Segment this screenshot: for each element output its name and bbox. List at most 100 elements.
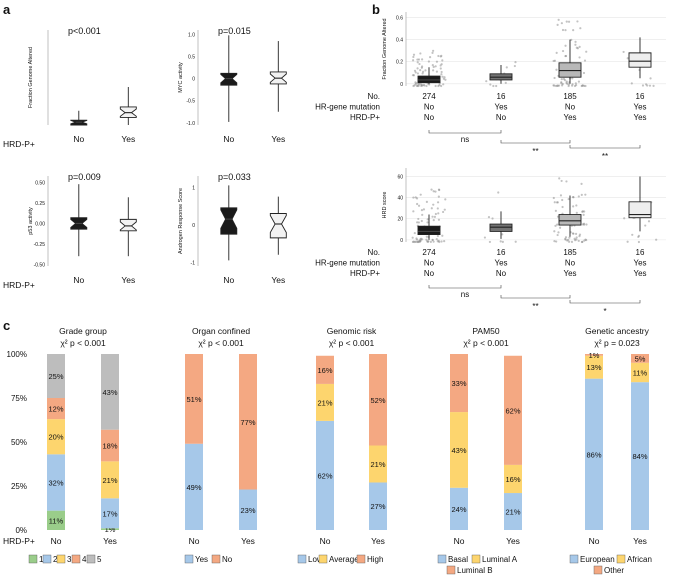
significance-label: ns	[461, 135, 469, 144]
legend-swatch	[569, 554, 579, 564]
hr-gene-value: Yes	[633, 103, 646, 112]
jitter-point	[578, 45, 581, 48]
jitter-point	[564, 29, 567, 32]
jitter-point	[411, 59, 415, 62]
y-tick-label: 0.5	[188, 55, 195, 61]
segment-value-label: 62%	[505, 406, 520, 415]
jitter-point	[583, 210, 586, 213]
hrd-value: No	[424, 113, 435, 122]
jitter-point	[499, 240, 502, 243]
jitter-point	[412, 196, 415, 199]
jitter-point	[552, 84, 555, 87]
jitter-point	[581, 210, 584, 213]
jitter-point	[438, 188, 441, 192]
jitter-point	[417, 221, 420, 224]
jitter-point	[417, 217, 420, 221]
jitter-point	[570, 240, 574, 243]
jitter-point	[554, 224, 557, 227]
segment-value-label: 77%	[240, 418, 255, 427]
segment-value-label: 16%	[317, 366, 332, 375]
jitter-point	[419, 52, 422, 55]
bar-segment-5	[101, 354, 119, 430]
panel-label-c: c	[3, 318, 10, 333]
jitter-point	[560, 22, 563, 25]
jitter-point	[577, 239, 580, 242]
bar-segment-1	[47, 510, 65, 530]
jitter-point	[415, 238, 419, 241]
jitter-point	[646, 84, 649, 87]
bar-segment-european	[585, 378, 603, 530]
jitter-point	[649, 77, 652, 80]
bar-segment-4	[47, 398, 65, 420]
legend-swatch	[471, 554, 481, 564]
sample-count: 16	[636, 92, 645, 101]
jitter-point	[552, 196, 555, 200]
row-label-hrd: HRD-P+	[3, 280, 35, 290]
jitter-point	[444, 198, 447, 201]
jitter-point	[414, 81, 417, 84]
jitter-point	[585, 223, 588, 226]
x-category-label: Yes	[103, 536, 117, 546]
jitter-point	[572, 196, 575, 199]
bar-segment-4	[101, 429, 119, 462]
jitter-point	[584, 193, 587, 196]
y-axis-label: Androgen Response Score	[178, 188, 184, 254]
bar-segment-basal	[504, 493, 522, 530]
jitter-point	[567, 197, 570, 201]
jitter-point	[556, 233, 559, 237]
jitter-point	[417, 58, 421, 61]
jitter-point	[420, 83, 424, 87]
x-category-label: Yes	[271, 134, 285, 144]
legend-swatch	[42, 554, 52, 564]
group-title: Genomic risk	[327, 326, 377, 336]
segment-value-label: 25%	[48, 372, 63, 381]
jitter-point	[430, 188, 433, 191]
jitter-point	[433, 215, 437, 218]
hrd-value: No	[424, 269, 435, 278]
significance-label: ns	[461, 290, 469, 299]
x-category-label: No	[189, 536, 200, 546]
jitter-point	[556, 84, 559, 87]
jitter-point	[426, 218, 429, 221]
hr-gene-value: No	[424, 103, 435, 112]
jitter-point	[443, 208, 446, 211]
legend-swatch	[211, 554, 221, 564]
jitter-point	[553, 230, 556, 233]
p-value: p=0.015	[218, 26, 251, 36]
bar-segment-yes	[239, 489, 257, 530]
jitter-point	[556, 23, 559, 26]
hr-gene-value: Yes	[494, 259, 507, 268]
comparison-bracket	[569, 145, 641, 149]
jitter-point	[412, 240, 415, 243]
hr-gene-value: No	[424, 259, 435, 268]
jitter-point	[431, 215, 434, 218]
x-category-label: No	[589, 536, 600, 546]
group-title: Genetic ancestry	[585, 326, 650, 336]
jitter-point	[626, 57, 629, 60]
row-label-hrd: HRD-P+	[3, 139, 35, 149]
jitter-point	[435, 60, 439, 63]
jitter-point	[567, 240, 571, 243]
jitter-point	[578, 235, 581, 238]
jitter-point	[432, 203, 435, 206]
segment-value-label: 13%	[586, 363, 601, 372]
hrd-value: Yes	[633, 269, 646, 278]
row-label: HR-gene mutation	[315, 259, 380, 268]
jitter-point	[432, 69, 435, 72]
bar-segment-5	[47, 354, 65, 398]
jitter-point	[485, 80, 488, 83]
bar-segment-3	[47, 419, 65, 455]
y-tick-label: 0.6	[396, 16, 403, 22]
group-title: PAM50	[472, 326, 500, 336]
jitter-point	[421, 72, 424, 75]
significance-label: **	[532, 147, 538, 156]
y-axis-label: MYC activity	[178, 62, 184, 93]
bar-segment-other	[585, 354, 603, 356]
jitter-point	[581, 223, 585, 226]
y-tick-label: 75%	[11, 394, 27, 403]
bar-segment-luminal-a	[504, 464, 522, 494]
sample-count: 274	[422, 248, 436, 257]
jitter-point	[437, 195, 440, 198]
legend-swatch	[446, 565, 456, 575]
